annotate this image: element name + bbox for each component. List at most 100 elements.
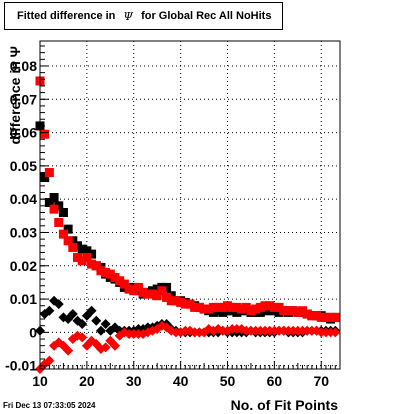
y-tick-label: 0 — [29, 324, 37, 340]
data-point-square — [101, 267, 111, 277]
axis-ticks — [39, 45, 341, 369]
y-tick-label: 0.06 — [10, 125, 37, 141]
data-point-square — [279, 306, 289, 316]
y-tick-label: -0.01 — [5, 358, 37, 374]
y-tick-label: 0.05 — [10, 158, 37, 174]
data-point-diamond — [67, 309, 78, 320]
data-point-square — [157, 286, 167, 296]
data-point-square — [199, 304, 209, 314]
data-point-diamond — [100, 342, 111, 353]
data-point-diamond — [86, 305, 97, 316]
data-point-square — [143, 289, 153, 299]
data-point-diamond — [77, 332, 88, 343]
data-point-square — [68, 242, 78, 252]
data-point-square — [208, 302, 218, 312]
data-point-diamond — [330, 327, 341, 338]
data-point-square — [326, 312, 336, 322]
data-point-square — [68, 236, 78, 246]
y-tick-label: 0.07 — [10, 91, 37, 107]
data-point-square — [152, 291, 162, 301]
data-point-square — [87, 249, 97, 259]
data-point-square — [204, 304, 214, 314]
data-point-square — [49, 204, 59, 214]
data-point-square — [232, 307, 242, 317]
data-point-square — [312, 311, 322, 321]
data-point-square — [269, 302, 279, 312]
x-tick-label: 10 — [32, 373, 48, 389]
data-point-square — [232, 302, 242, 312]
data-point-square — [40, 129, 50, 139]
data-point-square — [293, 307, 303, 317]
data-point-diamond — [110, 340, 120, 351]
data-point-square — [119, 279, 129, 289]
plot-frame — [39, 40, 341, 370]
data-point-square — [110, 272, 120, 282]
data-point-square — [283, 306, 293, 316]
data-point-square — [82, 246, 92, 256]
x-tick-label: 20 — [79, 373, 95, 389]
data-point-square — [265, 306, 275, 316]
data-point-square — [162, 282, 172, 292]
data-point-square — [166, 296, 176, 306]
data-point-square — [63, 236, 73, 246]
data-point-square — [166, 291, 176, 301]
data-point-square — [44, 198, 54, 208]
data-point-square — [218, 302, 228, 312]
data-point-square — [115, 276, 125, 286]
data-point-square — [274, 302, 284, 312]
data-point-square — [288, 306, 298, 316]
data-point-square — [54, 217, 64, 227]
y-tick-label: 0.01 — [10, 291, 37, 307]
x-tick-label: 30 — [126, 373, 142, 389]
data-point-square — [91, 261, 101, 271]
data-point-square — [133, 282, 143, 292]
x-tick-label: 50 — [220, 373, 236, 389]
x-tick-label: 70 — [313, 373, 329, 389]
data-point-square — [223, 306, 232, 316]
data-markers — [35, 76, 341, 374]
data-point-square — [82, 252, 92, 262]
y-tick-label: 0.03 — [10, 224, 37, 240]
data-point-square — [246, 306, 256, 316]
data-point-diamond — [44, 305, 55, 316]
data-point-square — [307, 311, 317, 321]
data-point-square — [49, 193, 59, 203]
data-point-square — [185, 299, 195, 309]
data-point-square — [77, 256, 87, 266]
tick-labels: 10 20 30 40 50 60 70 -0.01 0 0.01 0.02 0.03 0.04 0.05… — [5, 58, 329, 389]
data-point-square — [162, 292, 172, 302]
data-point-square — [58, 207, 68, 217]
data-point-square — [73, 241, 82, 251]
data-point-square — [274, 307, 284, 317]
data-point-square — [58, 229, 68, 239]
data-point-square — [63, 224, 73, 234]
data-point-square — [330, 312, 340, 322]
data-point-square — [180, 299, 190, 309]
data-point-square — [148, 289, 157, 299]
data-point-square — [298, 306, 307, 316]
data-point-square — [152, 284, 162, 294]
data-point-square — [176, 297, 186, 307]
data-point-square — [190, 302, 200, 312]
x-tick-label: 40 — [173, 373, 189, 389]
title-prefix: Fitted difference in — [17, 10, 116, 22]
data-point-square — [302, 309, 312, 319]
data-point-diamond — [44, 355, 55, 366]
data-point-square — [223, 301, 232, 311]
data-point-square — [96, 266, 106, 276]
data-point-square — [260, 301, 270, 311]
data-point-square — [237, 304, 247, 314]
data-point-square — [255, 302, 265, 312]
data-point-square — [124, 284, 134, 294]
data-point-diamond — [53, 299, 64, 310]
data-point-square — [321, 312, 331, 322]
data-point-square — [251, 304, 261, 314]
data-point-square — [213, 302, 223, 312]
data-point-square — [73, 252, 82, 262]
data-point-diamond — [77, 319, 88, 330]
data-point-square — [40, 173, 50, 183]
data-point-square — [44, 168, 54, 178]
x-tick-label: 60 — [267, 373, 283, 389]
data-point-diamond — [100, 319, 111, 330]
